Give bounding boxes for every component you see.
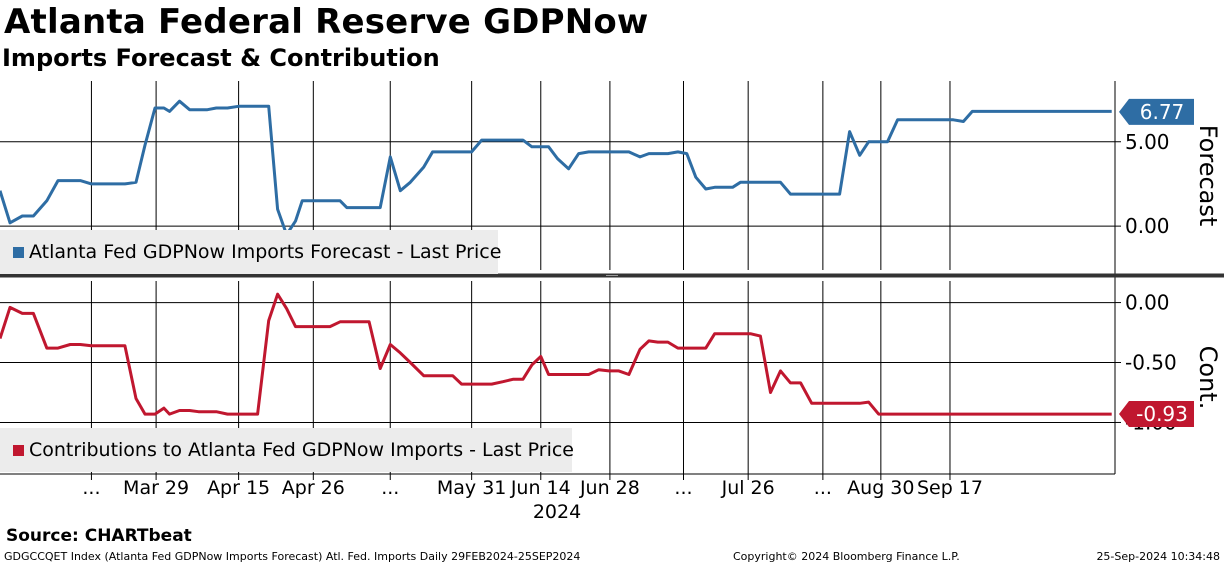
- footer-timestamp: 25-Sep-2024 10:34:48: [1096, 550, 1220, 563]
- x-axis: ... Mar 29 Apr 15 Apr 26... May 31 Jun 14 Jun …: [0, 473, 1115, 523]
- x-tick-label: May 31: [437, 477, 507, 499]
- y-tick-label: -0.50: [1125, 351, 1177, 375]
- x-tick-label: Apr 26: [282, 477, 345, 499]
- forecast-line: [0, 99, 1112, 237]
- y-tick-label: 0.00: [1125, 291, 1170, 315]
- forecast-legend-label: Atlanta Fed GDPNow Imports Forecast - La…: [29, 241, 501, 263]
- contribution-last-value-label: -0.93: [1136, 402, 1188, 426]
- x-tick-label: ...: [82, 477, 100, 499]
- legends: Atlanta Fed GDPNow Imports Forecast - La…: [0, 230, 574, 472]
- x-tick-label: ...: [814, 477, 832, 499]
- series-lines: [0, 99, 1112, 416]
- x-tick-label: Sep 17: [917, 477, 983, 499]
- contribution-axis-title: Cont.: [1194, 346, 1222, 410]
- chart-title: Atlanta Federal Reserve GDPNow: [4, 2, 649, 42]
- forecast-last-value-tag: [1119, 98, 1194, 125]
- x-tick-label: Apr 15: [207, 477, 270, 499]
- x-tick-label: Jul 26: [721, 477, 775, 499]
- forecast-legend-box: [0, 230, 498, 274]
- y-tick-label: 0.00: [1125, 214, 1170, 238]
- chart-subtitle: Imports Forecast & Contribution: [2, 44, 440, 72]
- x-tick-label: ...: [381, 477, 399, 499]
- footer-index-info: GDGCCQET Index (Atlanta Fed GDPNow Impor…: [4, 550, 581, 563]
- source-label: Source: CHARTbeat: [6, 526, 192, 546]
- forecast-axis-title: Forecast: [1194, 125, 1222, 227]
- x-tick-label: Aug 30: [847, 477, 914, 499]
- x-tick-label: Jun 28: [579, 477, 640, 499]
- forecast-legend-swatch: [13, 247, 24, 258]
- contribution-legend-swatch: [13, 445, 24, 456]
- contribution-legend-box: [0, 428, 572, 472]
- x-tick-label: ...: [674, 477, 692, 499]
- forecast-last-value-label: 6.77: [1140, 100, 1185, 124]
- x-year-label: 2024: [533, 501, 581, 523]
- contribution-legend-label: Contributions to Atlanta Fed GDPNow Impo…: [29, 439, 574, 461]
- footer-copyright: Copyright© 2024 Bloomberg Finance L.P.: [733, 550, 960, 563]
- x-tick-label: Jun 14: [510, 477, 571, 499]
- right-axis: 0.005.00Forecast6.770.00-0.50-1.00Cont.-…: [0, 81, 1224, 474]
- contribution-last-value-tag: [1119, 401, 1194, 428]
- x-tick-label: Mar 29: [123, 477, 189, 499]
- y-tick-label: 5.00: [1125, 130, 1170, 154]
- contribution-line: [0, 292, 1112, 416]
